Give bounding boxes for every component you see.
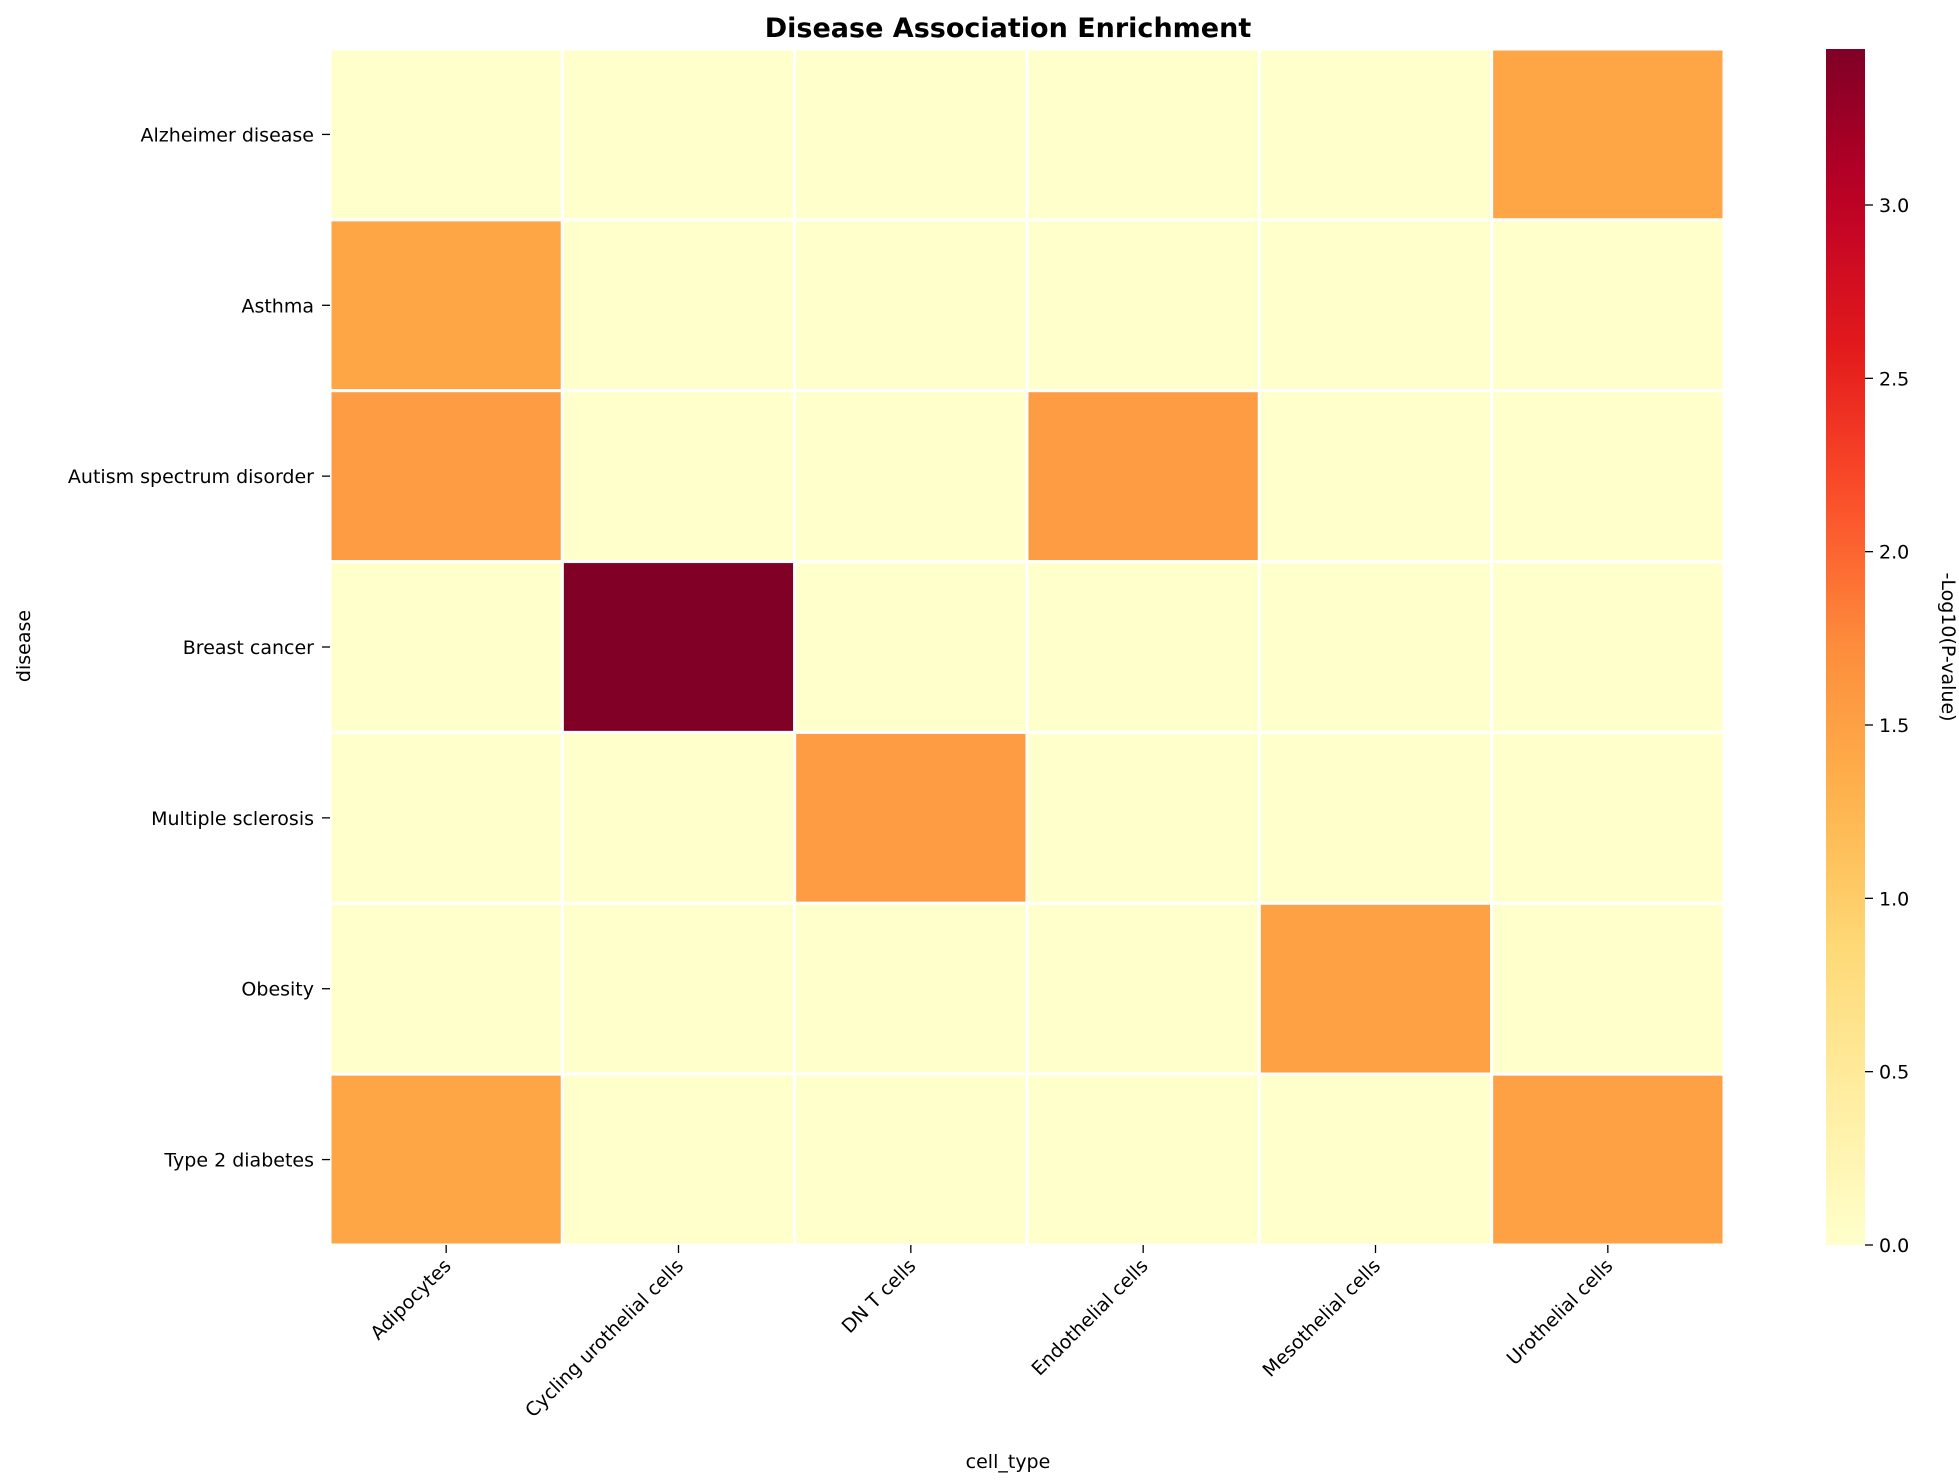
heatmap-cell — [793, 901, 1029, 1076]
chart-title: Disease Association Enrichment — [765, 13, 1252, 44]
y-tick-label: Autism spectrum disorder — [68, 466, 314, 488]
heatmap-cell — [560, 47, 797, 222]
heatmap-cell — [1025, 389, 1261, 564]
heatmap-cell — [793, 389, 1029, 564]
heatmap-cell — [1025, 560, 1261, 734]
x-axis-ticks: Adipocytes Cycling urothelial cells DN T c… — [366, 1245, 1617, 1422]
heatmap-cell — [328, 730, 564, 905]
heatmap-cell — [1025, 218, 1261, 393]
heatmap-cell — [1025, 901, 1261, 1076]
heatmap-cells — [328, 47, 1726, 1247]
heatmap-cell — [328, 218, 564, 393]
y-tick-label: Type 2 diabetes — [163, 1150, 314, 1172]
colorbar-tick-label: 2.0 — [1879, 542, 1909, 564]
colorbar-ticks: 0.0 0.5 1.0 1.5 2.0 2.5 3.0 — [1865, 195, 1909, 1257]
y-tick-label: Alzheimer disease — [141, 124, 314, 146]
x-tick-label: Mesothelial cells — [1259, 1255, 1386, 1382]
x-tick-label: DN T cells — [838, 1255, 921, 1338]
colorbar-tick-label: 0.5 — [1879, 1062, 1909, 1084]
heatmap-cell — [1257, 901, 1494, 1076]
colorbar-tick-label: 0.0 — [1879, 1235, 1909, 1257]
colorbar — [1826, 49, 1865, 1245]
heatmap-cell — [328, 901, 564, 1076]
heatmap-cell — [793, 47, 1029, 222]
y-axis-label: disease — [13, 610, 35, 682]
y-tick-label: Breast cancer — [183, 637, 314, 659]
heatmap-cell — [1025, 730, 1261, 905]
heatmap-cell — [793, 218, 1029, 393]
y-tick-label: Asthma — [241, 295, 314, 317]
heatmap-cell — [560, 1072, 797, 1247]
x-tick-label: Cycling urothelial cells — [521, 1255, 688, 1422]
x-tick-label: Endothelial cells — [1028, 1255, 1153, 1380]
heatmap-cell — [1490, 901, 1726, 1076]
heatmap-cell — [793, 730, 1029, 905]
heatmap-cell — [1257, 218, 1494, 393]
heatmap-cell — [328, 47, 564, 222]
heatmap-cell — [1490, 730, 1726, 905]
colorbar-label: -Log10(P-value) — [1937, 572, 1959, 721]
heatmap-cell — [560, 218, 797, 393]
heatmap-cell — [1025, 1072, 1261, 1247]
colorbar-tick-label: 1.5 — [1879, 715, 1909, 737]
colorbar-tick-label: 2.5 — [1879, 368, 1909, 390]
heatmap-cell — [1490, 389, 1726, 564]
heatmap-cell — [560, 389, 797, 564]
y-axis-ticks: Alzheimer disease Asthma Autism spectrum d… — [68, 124, 330, 1172]
x-tick-label: Adipocytes — [366, 1255, 455, 1344]
heatmap-cell — [793, 1072, 1029, 1247]
y-tick-label: Multiple sclerosis — [151, 808, 314, 830]
heatmap-cell — [1490, 218, 1726, 393]
heatmap-cell — [1257, 389, 1494, 564]
heatmap-cell — [560, 560, 797, 734]
heatmap-cell — [1257, 560, 1494, 734]
y-tick-label: Obesity — [241, 979, 314, 1001]
heatmap-cell — [1257, 1072, 1494, 1247]
heatmap-cell — [328, 389, 564, 564]
heatmap-cell — [560, 730, 797, 905]
x-axis-label: cell_type — [966, 1451, 1051, 1473]
heatmap-cell — [1257, 730, 1494, 905]
heatmap-cell — [1490, 47, 1726, 222]
heatmap-cell — [1025, 47, 1261, 222]
heatmap-cell — [793, 560, 1029, 734]
heatmap-cell — [560, 901, 797, 1076]
x-tick-label: Urothelial cells — [1503, 1255, 1618, 1370]
heatmap-cell — [1490, 560, 1726, 734]
heatmap-cell — [328, 560, 564, 734]
heatmap-cell — [1490, 1072, 1726, 1247]
colorbar-tick-label: 3.0 — [1879, 195, 1909, 217]
heatmap-cell — [328, 1072, 564, 1247]
colorbar-tick-label: 1.0 — [1879, 888, 1909, 910]
heatmap-cell — [1257, 47, 1494, 222]
